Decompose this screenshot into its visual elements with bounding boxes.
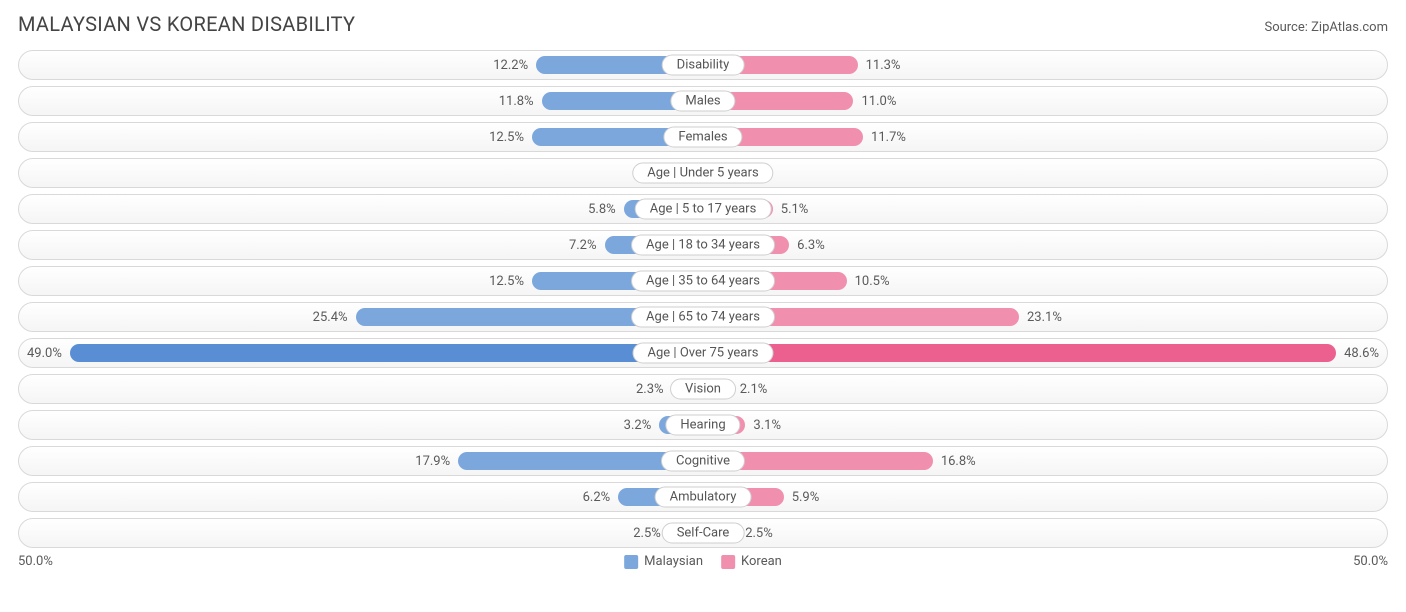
chart-row: 17.9% 16.8% Cognitive [18, 446, 1388, 476]
bar-value-left: 12.2% [485, 58, 536, 73]
bar-value-left: 12.5% [481, 130, 532, 145]
chart-row: 49.0% 48.6% Age | Over 75 years [18, 338, 1388, 368]
bar-value-left: 5.8% [580, 202, 624, 217]
bar-value-left: 49.0% [19, 346, 70, 361]
bar-value-left: 6.2% [575, 490, 619, 505]
category-label: Age | Over 75 years [633, 343, 774, 364]
category-label: Age | 65 to 74 years [631, 307, 775, 328]
bar-value-right: 11.3% [858, 58, 909, 73]
source-attribution: Source: ZipAtlas.com [1264, 20, 1388, 35]
bar-value-right: 6.3% [789, 238, 833, 253]
chart-row: 6.2% 5.9% Ambulatory [18, 482, 1388, 512]
chart-row: 11.8% 11.0% Males [18, 86, 1388, 116]
category-label: Age | 18 to 34 years [631, 235, 775, 256]
legend-label-right: Korean [741, 554, 782, 569]
category-label: Age | 35 to 64 years [631, 271, 775, 292]
legend-swatch-left [624, 555, 638, 569]
bar-value-right: 48.6% [1336, 346, 1387, 361]
bar-left [70, 344, 703, 362]
diverging-bar-chart: 12.2% 11.3% Disability 11.8% 11.0% Males 12.5%… [18, 50, 1388, 548]
legend-label-left: Malaysian [644, 554, 703, 569]
category-label: Males [670, 91, 735, 112]
bar-value-right: 23.1% [1019, 310, 1070, 325]
chart-row: 2.3% 2.1%Vision [18, 374, 1388, 404]
chart-row: 25.4% 23.1% Age | 65 to 74 years [18, 302, 1388, 332]
chart-row: 12.2% 11.3% Disability [18, 50, 1388, 80]
bar-value-right: 5.1% [773, 202, 817, 217]
chart-row: 12.5% 11.7% Females [18, 122, 1388, 152]
chart-row: 2.5%2.5%Self-Care [18, 518, 1388, 548]
category-label: Disability [662, 55, 745, 76]
chart-footer: 50.0% Malaysian Korean 50.0% [18, 554, 1388, 569]
category-label: Age | 5 to 17 years [635, 199, 772, 220]
category-label: Self-Care [662, 523, 745, 544]
bar-value-left: 3.2% [616, 418, 660, 433]
legend-item-left: Malaysian [624, 554, 703, 569]
legend-item-right: Korean [721, 554, 782, 569]
bar-value-left: 17.9% [407, 454, 458, 469]
axis-right-max: 50.0% [1353, 554, 1388, 569]
chart-row: 5.8% 5.1%Age | 5 to 17 years [18, 194, 1388, 224]
chart-row: 3.2% 3.1% Hearing [18, 410, 1388, 440]
bar-value-left: 25.4% [305, 310, 356, 325]
category-label: Females [663, 127, 742, 148]
bar-value-left: 12.5% [481, 274, 532, 289]
axis-left-max: 50.0% [18, 554, 53, 569]
category-label: Cognitive [661, 451, 745, 472]
category-label: Ambulatory [655, 487, 752, 508]
bar-value-right: 2.1% [732, 382, 776, 397]
chart-row: 1.3%1.2%Age | Under 5 years [18, 158, 1388, 188]
chart-row: 7.2% 6.3% Age | 18 to 34 years [18, 230, 1388, 260]
page-title: MALAYSIAN VS KOREAN DISABILITY [18, 12, 355, 36]
bar-value-right: 10.5% [847, 274, 898, 289]
bar-value-right: 3.1% [745, 418, 789, 433]
bar-right [703, 344, 1336, 362]
bar-value-left: 7.2% [561, 238, 605, 253]
category-label: Vision [670, 379, 736, 400]
chart-row: 12.5% 10.5% Age | 35 to 64 years [18, 266, 1388, 296]
bar-value-right: 11.0% [853, 94, 904, 109]
legend: Malaysian Korean [624, 554, 782, 569]
bar-value-right: 5.9% [784, 490, 828, 505]
legend-swatch-right [721, 555, 735, 569]
bar-value-right: 16.8% [933, 454, 984, 469]
bar-value-left: 2.3% [628, 382, 672, 397]
bar-value-left: 11.8% [491, 94, 542, 109]
category-label: Age | Under 5 years [632, 163, 773, 184]
bar-value-right: 11.7% [863, 130, 914, 145]
category-label: Hearing [665, 415, 740, 436]
